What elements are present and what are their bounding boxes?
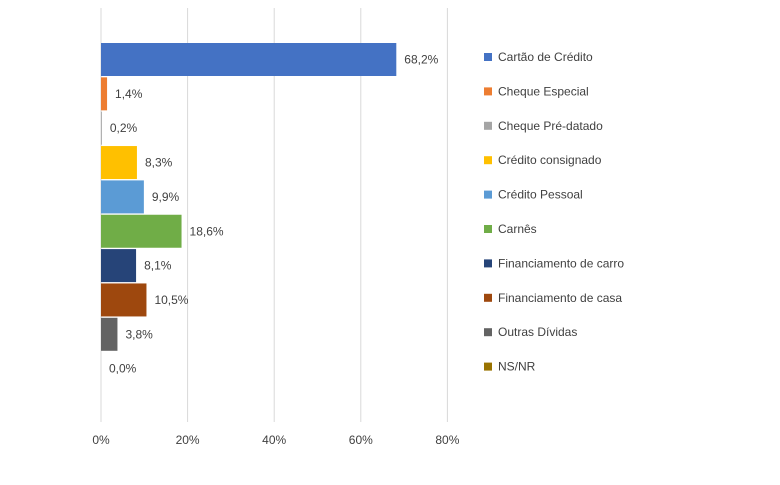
bar: [101, 214, 182, 248]
legend: Cartão de Crédito Cheque Especial Cheque P…: [484, 50, 624, 374]
legend-swatch: [484, 53, 492, 61]
bars: [101, 43, 397, 351]
data-label: 68,2%: [404, 53, 438, 67]
legend-label: Cartão de Crédito: [498, 50, 593, 64]
legend-label: Crédito Pessoal: [498, 188, 583, 202]
x-tick-label: 20%: [176, 433, 200, 447]
legend-swatch: [484, 225, 492, 233]
legend-swatch: [484, 87, 492, 96]
bar: [101, 283, 147, 317]
legend-label: Cheque Pré-datado: [498, 119, 603, 133]
legend-label: Cheque Especial: [498, 84, 589, 98]
data-label: 1,4%: [115, 87, 143, 101]
gridlines: [100, 8, 448, 422]
legend-label: Outras Dívidas: [498, 325, 577, 339]
legend-swatch: [484, 328, 492, 337]
x-tick-label: 40%: [262, 433, 286, 447]
bar: [101, 180, 144, 214]
data-label: 9,9%: [152, 190, 180, 204]
x-tick-label: 80%: [435, 433, 459, 447]
data-label: 3,8%: [125, 327, 153, 341]
x-axis: 0% 20% 40% 60% 80%: [92, 433, 459, 447]
bar: [101, 249, 137, 283]
bar: [101, 317, 118, 351]
data-label: 10,5%: [154, 293, 188, 307]
bar: [101, 43, 397, 76]
data-label: 0,2%: [110, 121, 138, 135]
bar: [101, 77, 108, 111]
legend-swatch: [484, 293, 492, 302]
bar: [101, 111, 102, 145]
legend-swatch: [484, 362, 492, 371]
data-label: 8,3%: [145, 156, 173, 170]
x-tick-label: 0%: [92, 433, 110, 447]
data-label: 0,0%: [109, 362, 137, 376]
data-label: 8,1%: [144, 259, 172, 273]
legend-label: NS/NR: [498, 360, 536, 374]
legend-swatch: [484, 121, 492, 130]
legend-swatch: [484, 156, 492, 165]
data-label: 18,6%: [190, 224, 224, 238]
legend-label: Crédito consignado: [498, 153, 602, 167]
legend-swatch: [484, 259, 492, 268]
x-tick-label: 60%: [349, 433, 373, 447]
legend-swatch: [484, 190, 492, 199]
legend-label: Carnês: [498, 222, 537, 236]
legend-label: Financiamento de casa: [498, 291, 622, 305]
legend-label: Financiamento de carro: [498, 256, 624, 270]
data-labels: 68,2% 1,4% 0,2% 8,3% 9,9% 18,6% 8,1% 10,5% 3,8% 0…: [109, 53, 439, 376]
bar: [101, 146, 137, 180]
